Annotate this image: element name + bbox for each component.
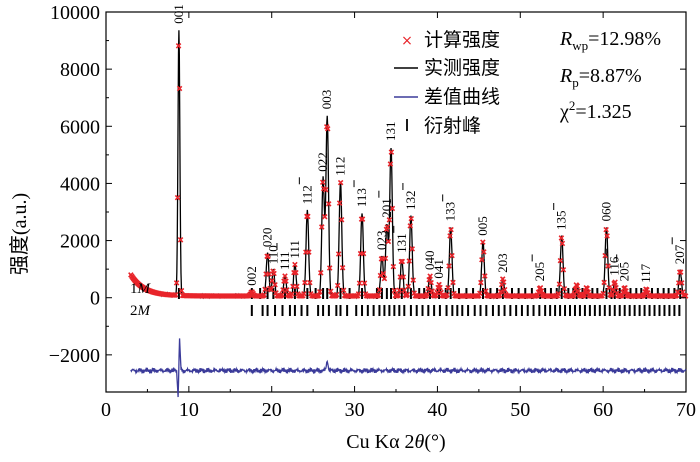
peak-label: 201 [379, 198, 394, 218]
x-tick-label: 0 [101, 399, 111, 421]
peak-label: 001 [171, 4, 186, 24]
peak-label: 111 [277, 251, 292, 270]
x-axis-label: Cu Kα 2θ(°) [346, 431, 445, 453]
peak-label: 023 [374, 231, 389, 251]
stat-rp-sub: p [572, 75, 579, 90]
stat-rwp-label: R [559, 28, 572, 50]
x-tick-label: 60 [593, 399, 613, 421]
y-tick-label: 2000 [60, 231, 100, 253]
phase-label-1-num: 1 [130, 281, 138, 297]
peak-label: 203 [495, 253, 510, 273]
x-tick-label: 20 [262, 399, 282, 421]
peak-label: 022 [315, 152, 330, 172]
x-tick-label: 70 [676, 399, 696, 421]
y-axis-label: 强度(a.u.) [8, 193, 31, 275]
peak-label: 205 [617, 262, 632, 282]
calculated-intensity-markers [128, 43, 689, 299]
peak-label: 003 [319, 90, 334, 110]
y-tick-label: 6000 [60, 116, 100, 138]
peak-label: 111 [287, 240, 302, 259]
legend: × 计算强度 实测强度 差值曲线 衍射峰 [394, 29, 500, 137]
stat-rp-value: =8.87% [579, 65, 642, 87]
stat-rp: Rp=8.87% [559, 65, 642, 90]
x-axis-label-prefix: Cu Kα 2 [346, 431, 414, 453]
stat-chi-label: χ [559, 101, 569, 123]
peak-label: 060 [599, 202, 614, 222]
phase-label-2: 2M [130, 303, 152, 319]
peak-label: 112 [333, 157, 348, 176]
legend-label-obs: 实测强度 [424, 57, 500, 79]
peak-label: 133 [443, 202, 458, 222]
x-tick-label: 40 [427, 399, 447, 421]
peak-label: 040 [422, 251, 437, 271]
peak-label: 135 [554, 211, 569, 231]
stat-rp-label: R [559, 65, 572, 87]
refinement-stats: Rwp=12.98% Rp=8.87% χ2=1.325 [559, 28, 661, 123]
x-axis-label-theta: θ [415, 431, 425, 453]
legend-label-diff: 差值曲线 [424, 86, 500, 108]
peak-label: 020 [260, 228, 275, 248]
peak-label: 110 [265, 245, 280, 264]
peak-label: 131 [383, 122, 398, 142]
x-axis-label-suffix: (°) [424, 431, 445, 453]
peak-label: 041 [431, 259, 446, 279]
phase-label-2-m: M [137, 303, 152, 319]
peak-label: 116 [607, 256, 622, 276]
x-tick-label: 50 [510, 399, 530, 421]
legend-marker-calc: × [401, 33, 413, 49]
legend-label-bragg: 衍射峰 [424, 115, 481, 137]
phase-label-1-m: M [137, 281, 152, 297]
legend-label-calc: 计算强度 [424, 29, 500, 51]
y-tick-label: 8000 [60, 59, 100, 81]
stat-chi-sup: 2 [569, 98, 576, 113]
stat-rwp: Rwp=12.98% [559, 28, 661, 53]
y-tick-label: 0 [90, 288, 100, 310]
stat-rwp-value: =12.98% [588, 28, 661, 50]
phase-label-1: 1M [130, 281, 152, 297]
peak-label: 113 [354, 188, 369, 207]
stat-chi2: χ2=1.325 [559, 98, 632, 123]
peak-label: 205 [532, 262, 547, 282]
y-tick-label: 4000 [60, 173, 100, 195]
phase-label-2-num: 2 [130, 303, 138, 319]
peak-label: 207 [672, 244, 687, 264]
y-tick-label: −2000 [49, 345, 100, 367]
series-group [128, 30, 689, 398]
tick-group: 0 10 20 30 40 50 60 70−200002000400060008000100… [49, 2, 696, 421]
stat-rwp-sub: wp [572, 38, 588, 53]
peak-label: 002 [244, 266, 259, 286]
stat-chi-value: =1.325 [575, 101, 631, 123]
peak-label: 131 [394, 233, 409, 253]
x-tick-label: 30 [345, 399, 365, 421]
peak-label: 132 [403, 191, 418, 211]
peak-label: 112 [299, 185, 314, 204]
peak-label: 117 [638, 263, 653, 283]
peak-label-group: 0010020201101111111120220031121130232011… [171, 4, 687, 286]
difference-curve [130, 338, 687, 398]
peak-label: 005 [475, 216, 490, 236]
y-tick-label: 10000 [50, 2, 100, 24]
x-tick-label: 10 [179, 399, 199, 421]
